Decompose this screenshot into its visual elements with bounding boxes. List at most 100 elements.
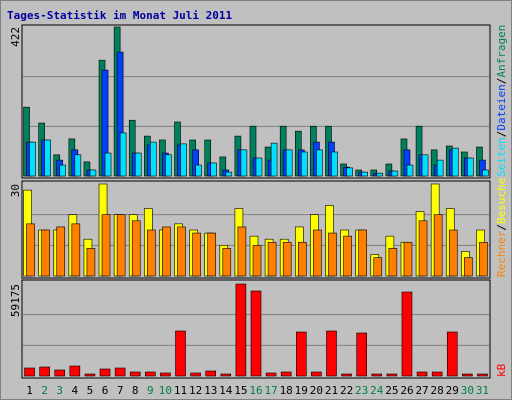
x-tick-label: 3 — [56, 384, 63, 397]
bar — [482, 169, 489, 177]
x-tick-label: 21 — [325, 384, 338, 397]
bar — [252, 245, 262, 277]
chart-title: Tages-Statistik im Monat Juli 2011 — [7, 9, 233, 22]
legend-entry: Besuche — [495, 178, 508, 224]
x-tick-label: 22 — [340, 384, 353, 397]
bar — [328, 232, 337, 277]
legend-separator: / — [495, 78, 508, 85]
bar — [343, 235, 352, 277]
bar — [26, 223, 35, 277]
x-tick-label: 31 — [476, 384, 489, 397]
bar — [285, 149, 293, 177]
bar — [71, 223, 81, 277]
bar — [300, 151, 308, 177]
bar — [341, 373, 352, 377]
bar — [448, 229, 458, 277]
legend-entry: Seiten — [495, 137, 508, 177]
x-tick-label: 9 — [147, 384, 154, 397]
bar — [356, 332, 367, 377]
bar — [190, 372, 201, 377]
x-tick-label: 20 — [310, 384, 323, 397]
bar — [235, 283, 247, 377]
legend-entry: kB — [495, 363, 508, 377]
bar — [313, 229, 322, 277]
x-tick-label: 28 — [431, 384, 444, 397]
bar — [433, 214, 443, 277]
bar — [89, 169, 97, 177]
legend: Seiten/Dateien/Anfragen — [495, 25, 508, 177]
legend-entry: Rechner — [495, 230, 508, 277]
bar — [403, 241, 413, 277]
bar — [41, 229, 50, 277]
bar — [391, 170, 399, 177]
legend-entry: Dateien — [495, 84, 508, 130]
bar — [207, 232, 217, 277]
x-tick-label: 26 — [400, 384, 413, 397]
y-tick-label: 59175 — [9, 284, 22, 317]
bar — [311, 371, 322, 377]
x-tick-label: 18 — [280, 384, 293, 397]
bar — [451, 147, 459, 177]
bar — [220, 373, 232, 377]
x-tick-label: 19 — [295, 384, 308, 397]
bar — [145, 371, 156, 377]
x-tick-label: 24 — [370, 384, 384, 397]
bar — [371, 373, 383, 377]
bar — [222, 248, 232, 277]
bar — [177, 226, 186, 277]
bar — [280, 371, 292, 377]
x-tick-label: 16 — [249, 384, 262, 397]
bar — [134, 152, 142, 177]
bar — [175, 330, 186, 377]
bar — [192, 232, 201, 277]
legend: kB — [495, 363, 508, 377]
x-tick-label: 14 — [219, 384, 233, 397]
bar — [240, 149, 248, 177]
bar — [331, 151, 338, 177]
y-tick-label: 422 — [9, 27, 22, 47]
bar — [99, 368, 111, 377]
bar — [297, 241, 307, 277]
legend-separator: / — [495, 131, 508, 138]
x-tick-label: 30 — [461, 384, 474, 397]
bar — [446, 331, 458, 377]
bar — [56, 226, 66, 277]
bar — [479, 241, 488, 277]
bar — [116, 214, 126, 277]
bar — [295, 331, 307, 377]
bar — [131, 220, 141, 277]
bar — [84, 373, 96, 377]
x-tick-label: 8 — [132, 384, 139, 397]
bar — [265, 372, 277, 377]
bar — [436, 159, 444, 177]
bar — [270, 142, 278, 177]
bar — [388, 248, 398, 277]
bar — [255, 157, 263, 177]
bar — [267, 241, 277, 277]
x-tick-label: 12 — [189, 384, 202, 397]
bar — [86, 248, 96, 277]
bar — [316, 149, 323, 177]
bar — [24, 367, 35, 377]
bar — [431, 371, 443, 377]
bar — [373, 257, 383, 277]
bar — [104, 152, 112, 177]
bar — [29, 141, 36, 177]
x-tick-label: 10 — [159, 384, 172, 397]
bar — [416, 371, 428, 377]
legend-separator: / — [495, 224, 508, 231]
legend: Rechner/Besuche — [495, 178, 508, 277]
x-tick-label: 13 — [204, 384, 217, 397]
bar — [401, 291, 413, 377]
x-tick-label: 6 — [102, 384, 109, 397]
x-tick-label: 2 — [41, 384, 48, 397]
y-tick-label: 30 — [9, 184, 22, 197]
bar — [421, 154, 429, 177]
bar — [74, 154, 82, 177]
bar — [205, 370, 217, 377]
bar — [464, 257, 473, 277]
bar — [462, 373, 473, 377]
x-tick-label: 15 — [234, 384, 247, 397]
bar — [467, 157, 474, 177]
